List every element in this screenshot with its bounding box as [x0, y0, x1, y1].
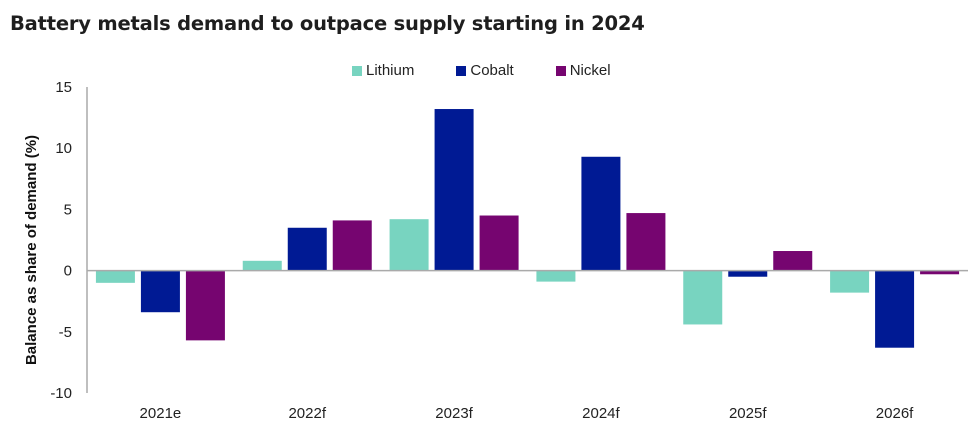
x-tick-label: 2026f — [876, 405, 914, 422]
bar-nickel-2022f — [332, 220, 372, 271]
bar-nickel-2023f — [479, 215, 519, 271]
bar-cobalt-2023f — [434, 109, 474, 271]
legend-item-nickel: Nickel — [555, 62, 611, 79]
x-tick-label: 2025f — [729, 405, 767, 422]
legend-swatch-nickel — [555, 65, 566, 76]
bar-nickel-2021e — [185, 270, 225, 341]
x-tick-label: 2024f — [582, 405, 620, 422]
y-tick-label: -5 — [59, 324, 72, 341]
y-tick-label: 5 — [64, 201, 72, 218]
legend-label-lithium: Lithium — [366, 62, 415, 79]
bar-cobalt-2024f — [581, 156, 621, 271]
legend-item-cobalt: Cobalt — [456, 62, 514, 79]
y-tick-label: 10 — [55, 140, 72, 157]
bar-lithium-2022f — [242, 260, 282, 271]
y-tick-labels: -10 -5 0 5 10 15 — [50, 79, 72, 402]
bar-lithium-2023f — [389, 219, 429, 271]
chart-title: Battery metals demand to outpace supply … — [10, 12, 645, 35]
legend-label-nickel: Nickel — [569, 62, 611, 79]
bar-lithium-2026f — [830, 270, 870, 293]
y-axis-label: Balance as share of demand (%) — [23, 135, 40, 365]
x-tick-labels: 2021e 2022f 2023f 2024f 2025f 2026f — [140, 405, 915, 422]
bar-lithium-2025f — [683, 270, 723, 325]
bar-nickel-2026f — [920, 270, 960, 275]
bar-nickel-2024f — [626, 213, 666, 271]
legend-label-cobalt: Cobalt — [470, 62, 514, 79]
legend-item-lithium: Lithium — [352, 62, 414, 79]
legend: Lithium Cobalt Nickel — [352, 62, 653, 79]
y-tick-label: -10 — [50, 385, 72, 402]
bar-cobalt-2025f — [728, 270, 768, 277]
bars-group — [95, 109, 960, 348]
bar-cobalt-2021e — [140, 270, 180, 313]
bar-lithium-2021e — [95, 270, 135, 283]
bar-nickel-2025f — [773, 251, 813, 271]
x-tick-label: 2022f — [288, 405, 326, 422]
legend-swatch-cobalt — [456, 65, 467, 76]
bar-lithium-2024f — [536, 270, 576, 282]
y-tick-label: 0 — [64, 263, 72, 280]
y-tick-label: 15 — [55, 79, 72, 96]
bar-cobalt-2026f — [875, 270, 915, 348]
x-tick-label: 2021e — [140, 405, 182, 422]
legend-swatch-lithium — [352, 65, 362, 76]
bar-cobalt-2022f — [287, 227, 327, 271]
x-tick-label: 2023f — [435, 405, 473, 422]
